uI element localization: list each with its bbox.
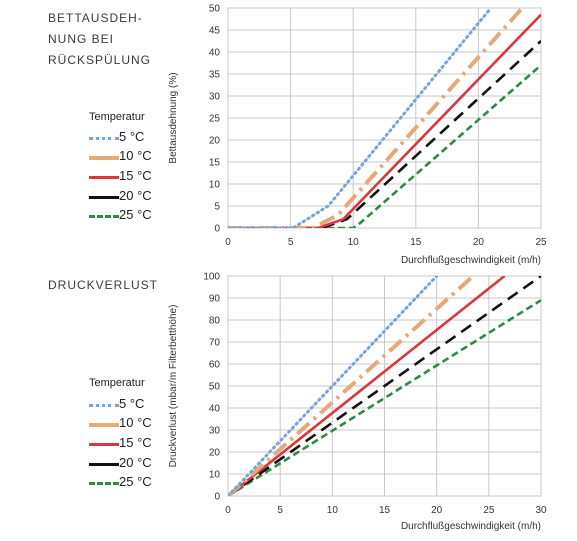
pressure-y-tick-label: 80 [209, 316, 221, 327]
bed-y-tick-label: 10 [209, 180, 221, 191]
bed-y-tick-label: 50 [209, 4, 221, 15]
section-title-line: RÜCKSPÜLUNG [48, 53, 152, 67]
pressure-y-tick-label: 30 [209, 426, 221, 437]
pressure-y-tick-label: 0 [214, 492, 220, 503]
bed-y-tick-label: 35 [209, 70, 221, 81]
pressure-y-tick-label: 50 [209, 382, 221, 393]
pressure-series-line-20c [228, 276, 541, 496]
legend-swatch-15c [89, 443, 119, 446]
bed-x-tick-label: 5 [288, 237, 294, 248]
section-title-line: BETTAUSDEH- [48, 11, 143, 25]
pressure-x-axis-label: Durchflußgeschwindigkeit (m/h) [401, 521, 541, 532]
legend-label-25c: 25 °C [119, 474, 152, 489]
pressure-x-tick-label: 25 [483, 505, 495, 516]
legend-label-5c: 5 °C [119, 129, 145, 144]
pressure-y-tick-label: 60 [209, 360, 221, 371]
legend-swatch-10c [89, 423, 119, 427]
legend-item-10c: 10 °C [89, 147, 179, 167]
pressure-y-tick-label: 90 [209, 294, 221, 305]
pressure-series-line-15c [228, 276, 506, 496]
legend-title-bottom: Temperatur [89, 377, 145, 389]
bed-y-tick-label: 25 [209, 114, 221, 125]
legend-label-5c: 5 °C [119, 396, 145, 411]
legend-label-10c: 10 °C [119, 148, 152, 163]
legend-swatch-5c [89, 404, 119, 407]
legend-title-top: Temperatur [89, 111, 145, 123]
legend-label-20c: 20 °C [119, 188, 152, 203]
section-title-pressure-loss: DRUCKVERLUST [48, 278, 159, 292]
bed-y-tick-label: 40 [209, 48, 221, 59]
legend-swatch-15c [89, 176, 119, 179]
bed-y-tick-label: 0 [214, 224, 220, 235]
legend-item-20c: 20 °C [89, 454, 179, 474]
legend-swatch-25c [89, 482, 119, 485]
legend-item-10c: 10 °C [89, 414, 179, 434]
pressure-y-tick-label: 10 [209, 470, 221, 481]
bed-x-tick-label: 0 [225, 237, 231, 248]
bed-y-tick-label: 20 [209, 136, 221, 147]
legend-swatch-5c [89, 137, 119, 140]
legend-swatch-20c [89, 196, 119, 199]
legend-item-25c: 25 °C [89, 473, 179, 493]
pressure-series-line-10c [228, 276, 475, 496]
bed-y-tick-label: 30 [209, 92, 221, 103]
legend-label-25c: 25 °C [119, 207, 152, 222]
legend-label-10c: 10 °C [119, 415, 152, 430]
legend-swatch-25c [89, 215, 119, 218]
legend-item-5c: 5 °C [89, 395, 179, 415]
pressure-x-tick-label: 10 [327, 505, 339, 516]
legend-swatch-10c [89, 156, 119, 160]
bed-series-line-10c [228, 8, 524, 228]
legend-item-5c: 5 °C [89, 128, 179, 148]
bed-x-tick-label: 25 [535, 237, 547, 248]
legend-label-15c: 15 °C [119, 168, 152, 183]
section-title-line: NUNG BEI [48, 32, 115, 46]
pressure-series-line-5c [228, 276, 439, 496]
pressure-y-axis-label: Druckverlust (mbar/m Filterbetthöhe) [168, 305, 179, 468]
bed-series-line-25c [228, 64, 541, 228]
section-title-bed-expansion: BETTAUSDEH- NUNG BEI RÜCKSPÜLUNG [48, 8, 151, 71]
pressure-y-tick-label: 20 [209, 448, 221, 459]
legend-item-15c: 15 °C [89, 434, 179, 454]
bed-y-axis-label: Bettausdehnung (%) [168, 72, 179, 163]
legend-item-20c: 20 °C [89, 187, 179, 207]
pressure-series-line-25c [228, 299, 541, 496]
pressure-x-tick-label: 15 [379, 505, 391, 516]
legend-label-20c: 20 °C [119, 455, 152, 470]
legend-swatch-20c [89, 463, 119, 466]
bed-series-line-15c [228, 13, 541, 228]
bed-series-line-20c [228, 40, 541, 228]
bed-x-tick-label: 15 [410, 237, 422, 248]
pressure-x-tick-label: 5 [277, 505, 283, 516]
bed-x-axis-label: Durchflußgeschwindigkeit (m/h) [401, 255, 541, 266]
bed-x-tick-label: 10 [348, 237, 360, 248]
legend-label-15c: 15 °C [119, 435, 152, 450]
pressure-y-tick-label: 100 [203, 272, 220, 283]
bed-y-tick-label: 45 [209, 26, 221, 37]
pressure-y-tick-label: 40 [209, 404, 221, 415]
bed-y-tick-label: 5 [214, 202, 220, 213]
bed-y-tick-label: 15 [209, 158, 221, 169]
pressure-x-tick-label: 20 [431, 505, 443, 516]
pressure-x-tick-label: 30 [535, 505, 547, 516]
pressure-x-tick-label: 0 [225, 505, 231, 516]
legend-item-15c: 15 °C [89, 167, 179, 187]
legend-item-25c: 25 °C [89, 206, 179, 226]
bed-x-tick-label: 20 [473, 237, 485, 248]
pressure-y-tick-label: 70 [209, 338, 221, 349]
